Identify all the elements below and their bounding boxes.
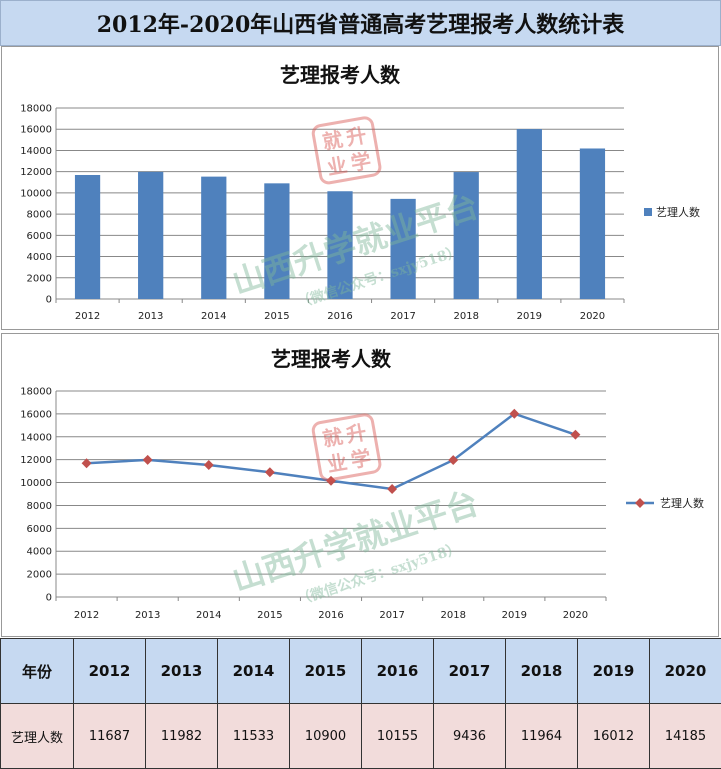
table-value-cell: 10155 bbox=[362, 704, 434, 769]
table-value-cell: 11964 bbox=[506, 704, 578, 769]
bar bbox=[75, 175, 100, 299]
y-tick-label: 2000 bbox=[27, 570, 52, 581]
y-tick-label: 12000 bbox=[20, 455, 52, 466]
svg-text:升: 升 bbox=[344, 420, 368, 447]
y-tick-label: 0 bbox=[46, 593, 52, 604]
y-tick-label: 18000 bbox=[20, 387, 52, 398]
legend-swatch bbox=[644, 208, 652, 216]
table-header-year: 2014 bbox=[218, 639, 290, 704]
x-tick-label: 2015 bbox=[264, 311, 289, 322]
y-tick-label: 14000 bbox=[20, 432, 52, 443]
y-tick-label: 6000 bbox=[27, 231, 52, 242]
legend-marker bbox=[635, 498, 645, 508]
page-title: 2012年-2020年山西省普通高考艺理报考人数统计表 bbox=[0, 0, 721, 46]
chart-title: 艺理报考人数 bbox=[280, 63, 401, 87]
y-tick-label: 4000 bbox=[27, 547, 52, 558]
x-tick-label: 2014 bbox=[201, 311, 226, 322]
table-header-year: 2018 bbox=[506, 639, 578, 704]
table-value-cell: 11687 bbox=[74, 704, 146, 769]
table-header-year: 2013 bbox=[146, 639, 218, 704]
table-value-cell: 9436 bbox=[434, 704, 506, 769]
svg-text:业: 业 bbox=[325, 450, 349, 477]
y-tick-label: 18000 bbox=[20, 104, 52, 115]
x-tick-label: 2013 bbox=[138, 311, 163, 322]
y-tick-label: 6000 bbox=[27, 524, 52, 535]
y-tick-label: 12000 bbox=[20, 167, 52, 178]
legend-label: 艺理人数 bbox=[656, 206, 700, 219]
y-tick-label: 10000 bbox=[20, 478, 52, 489]
x-tick-label: 2017 bbox=[390, 311, 415, 322]
x-tick-label: 2018 bbox=[453, 311, 478, 322]
x-tick-label: 2017 bbox=[379, 610, 404, 621]
bar bbox=[517, 129, 542, 299]
table-value-cell: 14185 bbox=[650, 704, 721, 769]
data-point bbox=[204, 460, 214, 470]
chart-title: 艺理报考人数 bbox=[271, 347, 392, 371]
line-chart: 艺理报考人数 0 2000 4000 6000 8000 10000 12000 14000 16… bbox=[2, 334, 718, 636]
y-tick-label: 16000 bbox=[20, 409, 52, 420]
x-tick-label: 2012 bbox=[75, 311, 100, 322]
table-header-year: 2017 bbox=[434, 639, 506, 704]
y-tick-label: 16000 bbox=[20, 125, 52, 136]
svg-text:业: 业 bbox=[325, 153, 349, 180]
y-tick-label: 0 bbox=[46, 295, 52, 306]
y-tick-label: 8000 bbox=[27, 210, 52, 221]
table-header-year: 2015 bbox=[290, 639, 362, 704]
x-tick-label: 2019 bbox=[517, 311, 542, 322]
legend: 艺理人数 bbox=[644, 206, 700, 219]
table-value-cell: 11982 bbox=[146, 704, 218, 769]
watermark: 就升业学山西升学就业平台（微信公众号：sxjy518） bbox=[228, 414, 483, 609]
x-tick-label: 2014 bbox=[196, 610, 221, 621]
table-row-label: 艺理人数 bbox=[1, 704, 74, 769]
x-tick-label: 2020 bbox=[580, 311, 605, 322]
table-header-label: 年份 bbox=[1, 639, 74, 704]
svg-text:学: 学 bbox=[349, 445, 373, 472]
x-tick-label: 2019 bbox=[502, 610, 527, 621]
y-tick-label: 10000 bbox=[20, 188, 52, 199]
table-header-year: 2020 bbox=[650, 639, 721, 704]
table-value-cell: 10900 bbox=[290, 704, 362, 769]
svg-text:升: 升 bbox=[344, 123, 368, 150]
legend-label: 艺理人数 bbox=[660, 497, 704, 510]
seal-stamp-icon: 就升业学 bbox=[312, 414, 381, 482]
bar bbox=[138, 172, 163, 299]
svg-text:就: 就 bbox=[321, 127, 345, 154]
bar bbox=[201, 177, 226, 299]
x-tick-label: 2012 bbox=[74, 610, 99, 621]
table-header-year: 2012 bbox=[74, 639, 146, 704]
bar-chart: 艺理报考人数 0 2000 4000 6000 8000 10000 12000 14000 16… bbox=[2, 47, 718, 329]
x-tick-label: 2018 bbox=[440, 610, 465, 621]
x-tick-label: 2015 bbox=[257, 610, 282, 621]
x-tick-label: 2020 bbox=[563, 610, 588, 621]
y-tick-label: 8000 bbox=[27, 501, 52, 512]
data-point bbox=[387, 484, 397, 494]
table-header-year: 2016 bbox=[362, 639, 434, 704]
y-tick-label: 4000 bbox=[27, 252, 52, 263]
x-tick-label: 2013 bbox=[135, 610, 160, 621]
data-point bbox=[570, 430, 580, 440]
table-value-cell: 11533 bbox=[218, 704, 290, 769]
svg-text:就: 就 bbox=[321, 424, 345, 451]
y-tick-label: 2000 bbox=[27, 273, 52, 284]
x-tick-label: 2016 bbox=[327, 311, 352, 322]
svg-text:学: 学 bbox=[349, 148, 373, 175]
bar bbox=[580, 148, 605, 299]
data-point bbox=[143, 455, 153, 465]
line-chart-panel: 艺理报考人数 0 2000 4000 6000 8000 10000 12000 14000 16… bbox=[1, 333, 719, 637]
table-value-cell: 16012 bbox=[578, 704, 650, 769]
y-tick-label: 14000 bbox=[20, 146, 52, 157]
x-tick-label: 2016 bbox=[318, 610, 343, 621]
bar-chart-panel: 艺理报考人数 0 2000 4000 6000 8000 10000 12000 14000 16… bbox=[1, 46, 719, 330]
legend: 艺理人数 bbox=[626, 497, 704, 510]
table-header-year: 2019 bbox=[578, 639, 650, 704]
data-point bbox=[265, 467, 275, 477]
